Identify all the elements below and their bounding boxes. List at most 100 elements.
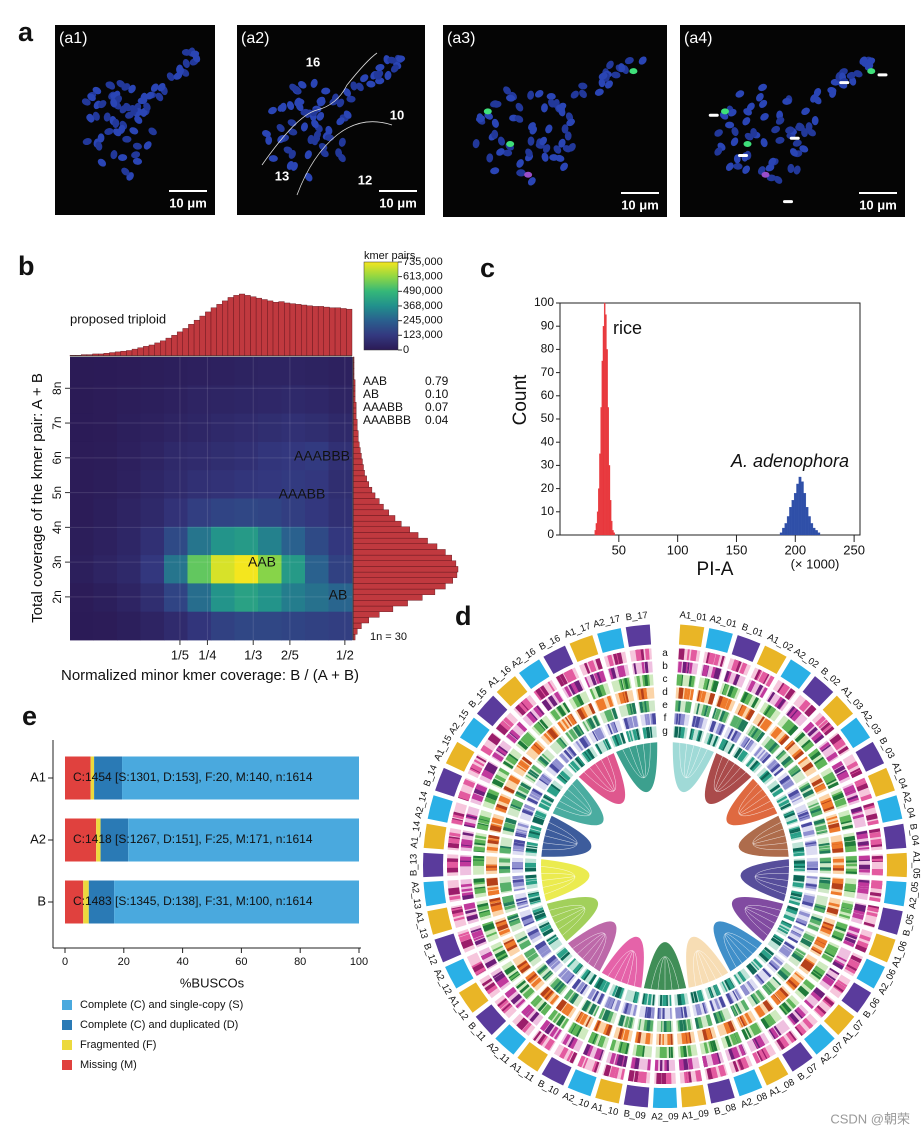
heatmap-cell	[234, 470, 259, 499]
track-feature	[677, 661, 682, 673]
track-feature	[518, 1019, 529, 1031]
track-feature	[530, 825, 542, 832]
marginal-bar	[352, 515, 396, 522]
track-feature	[516, 828, 528, 833]
track-feature	[569, 760, 581, 772]
track-feature	[539, 719, 549, 730]
heatmap-cell	[140, 441, 165, 471]
track-feature	[542, 928, 554, 937]
heatmap-cell	[328, 357, 353, 386]
track-feature	[691, 715, 697, 727]
track-feature	[785, 1031, 797, 1044]
link-line	[754, 866, 790, 895]
track-feature	[550, 709, 561, 721]
track-feature	[778, 734, 790, 746]
track-feature	[740, 999, 750, 1011]
track-feature	[804, 957, 815, 966]
track-feature	[720, 697, 729, 709]
track-feature	[850, 954, 862, 964]
track-feature	[536, 964, 547, 973]
track-feature	[593, 672, 601, 685]
track-feature	[794, 1009, 804, 1019]
track-feature	[532, 996, 543, 1008]
x-tick-label: 1/2	[336, 647, 354, 662]
track-feature	[711, 680, 719, 693]
nucleus	[553, 145, 562, 154]
nucleus	[360, 74, 369, 83]
heatmap-cell	[234, 555, 259, 584]
nucleus	[490, 167, 500, 175]
track-feature	[745, 740, 754, 750]
track-feature	[813, 989, 824, 999]
track-feature	[495, 919, 507, 925]
y-tick-label: 7n	[50, 416, 64, 429]
track-feature	[800, 938, 812, 948]
track-feature	[789, 976, 800, 987]
nucleus	[768, 157, 777, 167]
track-feature	[472, 962, 485, 974]
chromosome	[678, 624, 705, 647]
track-feature	[568, 1036, 576, 1048]
track-feature	[800, 821, 812, 827]
track-feature	[801, 822, 813, 828]
nucleus	[134, 115, 143, 124]
y-tick-label: 40	[541, 434, 555, 448]
heatmap-cell	[70, 555, 94, 584]
track-feature	[490, 901, 502, 907]
track-feature	[722, 683, 729, 696]
track-feature	[595, 977, 603, 989]
micrograph	[237, 25, 425, 215]
marginal-bar	[278, 301, 285, 357]
region-border	[261, 52, 378, 166]
heatmap-cell	[281, 413, 306, 443]
colorbar-tick-label: 613,000	[403, 271, 443, 283]
track-feature	[772, 976, 782, 986]
track-feature	[516, 901, 529, 907]
track-feature	[819, 861, 831, 864]
track-feature	[644, 714, 648, 726]
heatmap-cell	[234, 357, 259, 386]
track-feature	[539, 685, 550, 698]
heatmap-cell	[281, 385, 306, 414]
histogram-bar	[779, 532, 783, 536]
marginal-bar	[352, 600, 408, 607]
link-line	[549, 905, 586, 936]
marker	[839, 81, 850, 85]
track-feature	[688, 662, 693, 674]
track-feature	[841, 902, 854, 910]
track-feature	[753, 746, 763, 757]
scale-bar-label: 10 μm	[169, 195, 207, 210]
track-feature	[740, 721, 749, 732]
histogram-bar	[606, 349, 608, 536]
link	[541, 815, 592, 857]
track-feature	[694, 716, 701, 728]
nucleus	[846, 71, 856, 79]
track-feature	[813, 965, 826, 976]
marginal-bar	[340, 308, 347, 357]
heatmap-cell	[187, 441, 212, 471]
colorbar-title: kmer pairs	[364, 250, 416, 262]
marginal-bar	[154, 342, 161, 357]
heatmap-cell	[211, 526, 235, 556]
heatmap-cell	[164, 413, 188, 443]
heatmap-cell	[305, 526, 329, 556]
track-feature	[649, 726, 653, 738]
chromosome	[496, 676, 528, 707]
track-feature	[770, 785, 781, 793]
track-feature	[652, 994, 655, 1006]
track-feature	[766, 980, 777, 992]
histogram-bar	[815, 530, 818, 536]
track-feature	[753, 958, 763, 969]
track-feature	[447, 861, 459, 865]
nucleus	[775, 117, 785, 125]
track-feature	[760, 771, 771, 782]
track-feature	[697, 730, 703, 742]
image-label: (a3)	[447, 30, 475, 47]
link	[546, 897, 599, 942]
track-feature	[845, 863, 857, 867]
track-feature	[793, 951, 804, 959]
marginal-bar	[143, 346, 150, 357]
y-tick-label: 3n	[50, 555, 64, 568]
track-feature	[551, 760, 562, 771]
track-feature	[589, 674, 597, 686]
